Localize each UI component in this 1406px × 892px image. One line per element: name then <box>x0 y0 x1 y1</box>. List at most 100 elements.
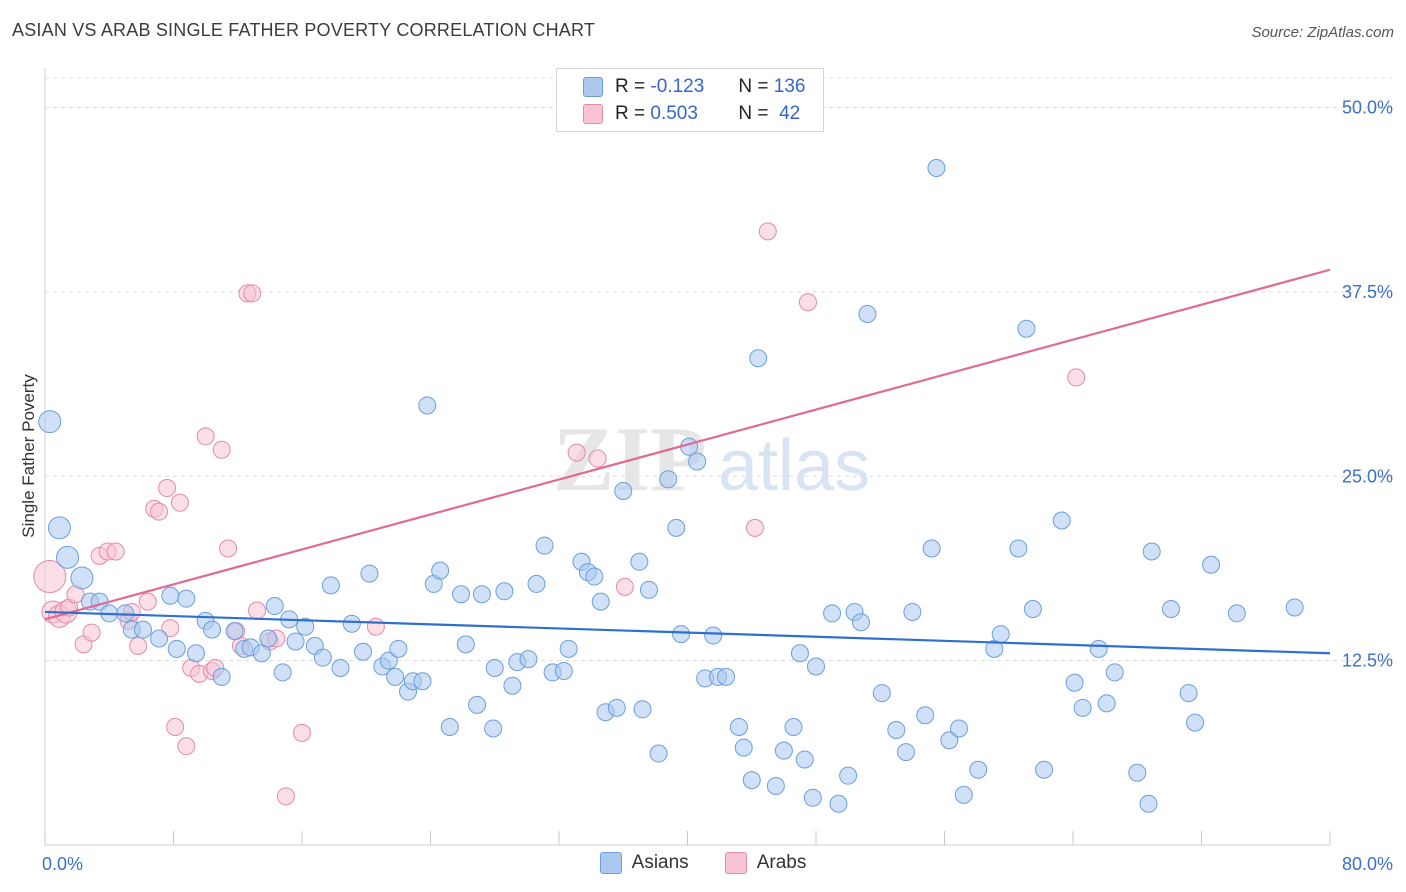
asian-point <box>1202 555 1221 574</box>
legend-n-label: N = <box>738 103 769 124</box>
asian-point <box>440 718 459 736</box>
asian-point <box>1139 794 1158 813</box>
asian-point <box>70 566 94 590</box>
asian-point <box>452 585 471 604</box>
asian-point <box>527 574 546 593</box>
asian-point <box>807 657 825 676</box>
axes <box>44 68 1331 846</box>
arab-point <box>166 718 185 736</box>
arab-point <box>243 284 262 303</box>
asian-point <box>795 750 814 769</box>
asian-point <box>259 629 278 648</box>
asian-point <box>1285 598 1304 617</box>
asian-point <box>354 642 373 661</box>
asian-point <box>177 589 196 608</box>
legend-item-asians[interactable]: Asians <box>599 852 689 874</box>
asian-point <box>803 788 822 807</box>
x-tick-label: 0.0% <box>42 854 83 874</box>
asian-point <box>633 700 652 719</box>
arab-point <box>1067 368 1086 387</box>
asian-point <box>1161 600 1180 618</box>
asian-point <box>969 760 988 779</box>
asian-point <box>1186 713 1205 732</box>
arab-point <box>129 636 148 655</box>
legend-swatch-arabs <box>724 852 747 874</box>
asian-point <box>472 585 491 604</box>
asian-point <box>1073 698 1092 717</box>
asian-point <box>321 576 340 595</box>
y-tick-label: 25.0% <box>1342 466 1393 486</box>
asian-point <box>1105 663 1124 682</box>
asian-point <box>47 516 71 540</box>
legend-r-value-arabs: 0.503 <box>650 103 698 124</box>
asian-point <box>1089 639 1108 658</box>
asian-point <box>896 743 915 762</box>
asian-point <box>704 626 723 645</box>
asian-point <box>734 738 753 757</box>
asian-point <box>386 667 405 686</box>
arab-point <box>615 577 634 596</box>
arab-point <box>177 737 196 756</box>
asian-point <box>903 602 922 621</box>
asian-point <box>265 597 284 616</box>
legend-n-value-asians: 136 <box>773 76 806 97</box>
grid-lines <box>45 77 1392 662</box>
asian-point <box>1227 604 1246 623</box>
arab-point <box>212 440 231 459</box>
legend-swatch-asians <box>599 852 622 874</box>
series-legend: Asians Arabs <box>0 852 1406 874</box>
asian-point <box>413 672 432 691</box>
asian-point <box>1052 511 1071 530</box>
legend-item-arabs[interactable]: Arabs <box>724 852 807 874</box>
asian-point <box>949 719 968 738</box>
asian-point <box>484 719 503 738</box>
asians-points <box>38 158 1304 813</box>
arab-point <box>33 560 67 594</box>
asian-point <box>887 720 906 739</box>
asian-point <box>150 629 169 648</box>
asian-point <box>927 158 946 177</box>
arab-point <box>170 493 189 512</box>
legend-r-label: R = <box>615 103 646 124</box>
asian-point <box>225 622 244 641</box>
asian-point <box>379 651 398 670</box>
arab-point <box>293 723 311 742</box>
asian-point <box>286 632 305 651</box>
legend-row-asians: R = -0.123 N = 136 <box>583 75 805 99</box>
asian-point <box>688 452 707 471</box>
asian-point <box>1017 319 1036 338</box>
arab-point <box>567 443 586 462</box>
asian-point <box>273 663 292 682</box>
arab-point <box>106 542 125 561</box>
arab-point <box>82 623 101 642</box>
asian-point <box>659 470 678 489</box>
legend-row-arabs: R = 0.503 N = 42 <box>583 102 800 126</box>
asian-point <box>161 586 180 605</box>
arabs-trend-line <box>44 268 1331 621</box>
y-tick-label: 50.0% <box>1342 98 1393 118</box>
legend-label-arabs: Arabs <box>756 852 807 873</box>
asian-point <box>851 613 870 632</box>
arab-point <box>150 502 169 521</box>
asian-point <box>331 659 350 677</box>
asian-point <box>607 698 626 717</box>
x-tick-label: 80.0% <box>1342 854 1393 874</box>
arab-point <box>588 449 607 468</box>
asians-trend-line <box>44 610 1331 655</box>
trend-lines <box>44 268 1331 655</box>
asian-point <box>672 625 691 644</box>
source-label: Source: ZipAtlas.com <box>1251 24 1394 41</box>
asian-point <box>916 706 935 725</box>
asian-point <box>133 620 152 639</box>
asian-point <box>991 625 1010 644</box>
asian-point <box>456 635 475 654</box>
asian-point <box>203 620 222 639</box>
asian-point <box>389 639 408 658</box>
asian-point <box>495 582 514 601</box>
asian-point <box>38 410 62 434</box>
asian-point <box>342 614 361 633</box>
asian-point <box>468 695 487 714</box>
y-axis-label: Single Father Poverty <box>19 374 38 538</box>
legend-n-label: N = <box>738 76 769 97</box>
asian-point <box>554 661 573 680</box>
